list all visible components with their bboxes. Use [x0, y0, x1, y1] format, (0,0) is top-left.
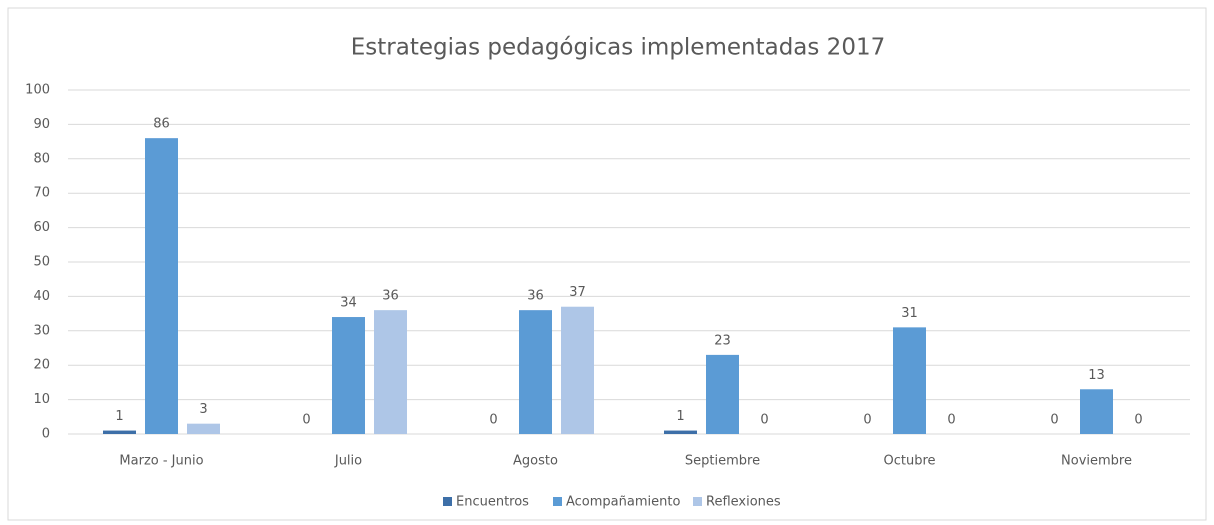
legend-label: Reflexiones	[706, 495, 781, 510]
data-label: 3	[199, 402, 207, 417]
data-label: 1	[115, 409, 123, 424]
bar	[664, 430, 697, 434]
chart-border	[7, 7, 1207, 521]
bar	[145, 138, 178, 434]
y-tick-label: 60	[33, 220, 50, 235]
data-label: 0	[863, 413, 871, 428]
data-label: 23	[714, 333, 731, 348]
bar	[332, 317, 365, 434]
legend-swatch	[443, 497, 452, 506]
y-tick-label: 70	[33, 186, 50, 201]
y-tick-label: 20	[33, 358, 50, 373]
data-label: 1	[676, 409, 684, 424]
bar	[103, 430, 136, 434]
legend-swatch	[553, 497, 562, 506]
chart-title: Estrategias pedagógicas implementadas 20…	[351, 35, 885, 61]
bar	[893, 327, 926, 434]
bar	[374, 310, 407, 434]
data-label: 0	[302, 413, 310, 428]
data-label: 0	[1050, 413, 1058, 428]
y-tick-label: 0	[42, 427, 50, 442]
y-tick-label: 10	[33, 392, 50, 407]
data-label: 0	[947, 413, 955, 428]
data-label: 0	[760, 413, 768, 428]
data-label: 36	[527, 289, 544, 304]
bar	[519, 310, 552, 434]
x-tick-label: Marzo - Junio	[119, 454, 203, 469]
x-tick-label: Septiembre	[685, 454, 760, 469]
y-tick-label: 100	[25, 83, 50, 98]
y-tick-label: 40	[33, 289, 50, 304]
data-label: 13	[1088, 368, 1105, 383]
x-tick-label: Agosto	[513, 454, 558, 469]
data-label: 34	[340, 296, 357, 311]
x-tick-label: Julio	[334, 454, 362, 469]
y-tick-label: 90	[33, 117, 50, 132]
bar	[187, 423, 220, 434]
legend-label: Acompañamiento	[566, 495, 680, 510]
legend-label: Encuentros	[456, 495, 529, 510]
y-tick-label: 30	[33, 323, 50, 338]
legend-swatch	[693, 497, 702, 506]
data-label: 0	[1134, 413, 1142, 428]
bar	[706, 354, 739, 434]
bar	[1080, 389, 1113, 434]
y-tick-label: 50	[33, 255, 50, 270]
x-tick-label: Noviembre	[1061, 454, 1132, 469]
data-label: 86	[153, 117, 170, 132]
x-tick-label: Octubre	[883, 454, 935, 469]
data-label: 37	[569, 285, 586, 300]
y-tick-label: 80	[33, 151, 50, 166]
data-label: 36	[382, 289, 399, 304]
bar	[561, 306, 594, 434]
data-label: 31	[901, 306, 918, 321]
data-label: 0	[489, 413, 497, 428]
